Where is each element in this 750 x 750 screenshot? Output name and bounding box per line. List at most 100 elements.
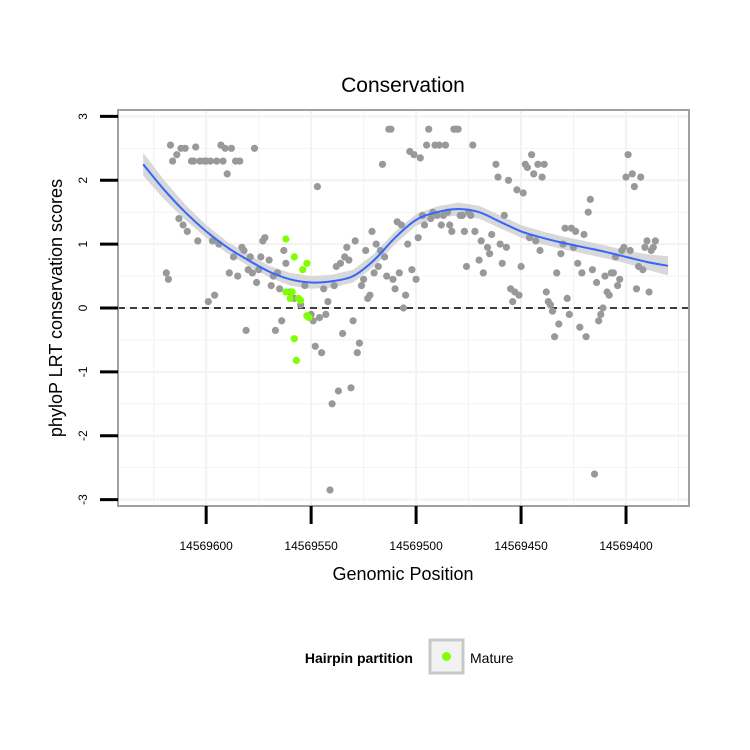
data-point bbox=[504, 176, 513, 184]
data-point bbox=[261, 234, 269, 242]
data-point bbox=[181, 144, 189, 152]
data-point bbox=[339, 329, 347, 338]
data-point bbox=[349, 317, 357, 325]
data-point bbox=[213, 157, 221, 165]
legend-title: Hairpin partition bbox=[305, 650, 413, 666]
legend: Hairpin partition Mature bbox=[305, 638, 514, 675]
data-point bbox=[166, 141, 175, 149]
smooth-curve bbox=[142, 163, 669, 284]
mature-point bbox=[290, 335, 298, 343]
data-point bbox=[454, 125, 462, 133]
legend-label-mature: Mature bbox=[470, 650, 514, 666]
data-point bbox=[368, 227, 376, 235]
data-point bbox=[483, 243, 492, 251]
data-point bbox=[614, 282, 622, 290]
data-point bbox=[574, 259, 582, 267]
data-point bbox=[301, 282, 309, 290]
data-point bbox=[649, 243, 657, 251]
data-point bbox=[496, 240, 504, 248]
mature-point bbox=[282, 288, 290, 296]
data-point bbox=[622, 173, 630, 181]
data-point bbox=[336, 259, 345, 267]
data-point bbox=[282, 259, 290, 267]
data-point bbox=[383, 272, 391, 280]
data-point bbox=[324, 298, 332, 306]
data-point bbox=[347, 384, 355, 392]
data-point bbox=[519, 189, 527, 197]
mature-point bbox=[303, 312, 311, 320]
data-point bbox=[345, 256, 353, 264]
data-point bbox=[513, 186, 521, 194]
data-point bbox=[211, 291, 219, 299]
data-point bbox=[322, 310, 330, 318]
data-point bbox=[523, 163, 532, 172]
data-point bbox=[311, 342, 319, 350]
data-point bbox=[578, 269, 586, 277]
data-point bbox=[553, 269, 561, 277]
data-point bbox=[313, 183, 321, 191]
data-point bbox=[402, 291, 410, 299]
data-point bbox=[525, 234, 534, 242]
data-point bbox=[248, 269, 256, 277]
data-point bbox=[548, 307, 557, 315]
x-axis: 14569600 14569550 14569500 14569450 14569400 bbox=[179, 506, 653, 553]
data-point bbox=[475, 256, 483, 264]
data-point bbox=[219, 157, 227, 165]
data-point bbox=[246, 253, 254, 261]
data-point bbox=[460, 227, 468, 235]
data-point bbox=[500, 211, 508, 219]
x-tick-label: 14569450 bbox=[494, 539, 548, 553]
x-axis-title: Genomic Position bbox=[332, 564, 473, 584]
data-point bbox=[538, 173, 546, 181]
data-point bbox=[225, 269, 233, 277]
data-point bbox=[515, 291, 523, 299]
data-point bbox=[357, 282, 366, 290]
data-point bbox=[563, 294, 571, 302]
data-point bbox=[584, 208, 592, 216]
data-point bbox=[412, 275, 420, 283]
data-point bbox=[590, 470, 599, 478]
data-point bbox=[498, 259, 506, 267]
data-point bbox=[479, 269, 487, 277]
data-point bbox=[192, 143, 200, 151]
data-point bbox=[532, 237, 540, 245]
y-tick-label: 1 bbox=[76, 240, 90, 247]
x-tick-label: 14569600 bbox=[179, 539, 233, 553]
data-point bbox=[366, 291, 374, 299]
data-point bbox=[265, 256, 273, 264]
y-tick-label: -2 bbox=[76, 430, 90, 441]
data-point bbox=[179, 221, 187, 229]
data-point bbox=[391, 285, 399, 293]
mature-point bbox=[292, 356, 300, 364]
data-point bbox=[488, 230, 496, 239]
data-point bbox=[517, 262, 525, 271]
data-point bbox=[425, 125, 433, 133]
data-point bbox=[355, 339, 363, 347]
data-point bbox=[175, 215, 183, 223]
data-point bbox=[169, 157, 177, 165]
data-point bbox=[408, 266, 416, 274]
data-point bbox=[645, 288, 653, 296]
data-point bbox=[462, 262, 471, 271]
data-point bbox=[435, 141, 443, 149]
smooth-line bbox=[142, 163, 669, 284]
data-point bbox=[580, 230, 588, 239]
data-point bbox=[221, 144, 229, 152]
data-point bbox=[423, 141, 431, 149]
data-point bbox=[360, 275, 368, 283]
y-axis-title: phyloP LRT conservation scores bbox=[46, 179, 66, 437]
data-point bbox=[448, 227, 456, 235]
data-point bbox=[330, 282, 338, 290]
data-point bbox=[620, 243, 628, 251]
data-point bbox=[477, 237, 485, 245]
data-point bbox=[194, 237, 202, 245]
data-point bbox=[276, 285, 284, 293]
data-point bbox=[328, 400, 336, 408]
data-point bbox=[632, 285, 641, 293]
data-point bbox=[542, 288, 550, 296]
data-point bbox=[223, 170, 231, 178]
data-point bbox=[240, 246, 248, 255]
y-tick-label: 0 bbox=[76, 304, 90, 311]
data-point bbox=[162, 269, 170, 277]
